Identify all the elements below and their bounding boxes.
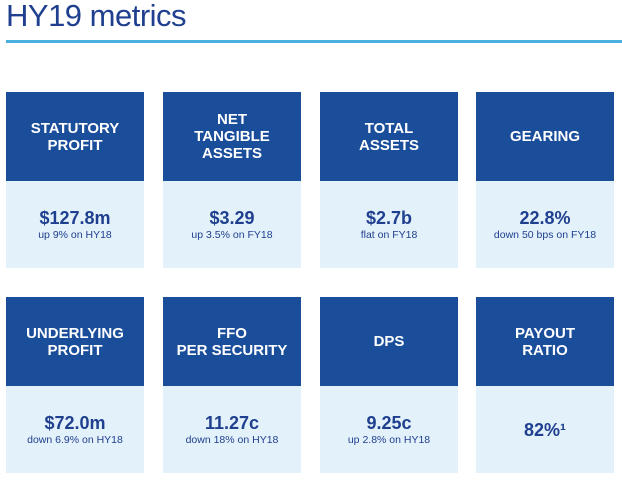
metric-note: down 50 bps on FY18	[493, 228, 597, 241]
metric-value: $3.29	[209, 207, 255, 228]
metric-note: down 6.9% on HY18	[27, 433, 123, 446]
metric-card-payout-ratio: PAYOUT RATIO 82%¹	[476, 297, 614, 473]
metric-label: FFO PER SECURITY	[163, 297, 301, 386]
metric-note: down 18% on HY18	[185, 433, 279, 446]
metric-card-net-tangible-assets: NET TANGIBLE ASSETS $3.29 up 3.5% on FY1…	[163, 92, 301, 268]
metric-card-total-assets: TOTAL ASSETS $2.7b flat on FY18	[320, 92, 458, 268]
metric-body: $72.0m down 6.9% on HY18	[6, 386, 144, 473]
metric-label: GEARING	[476, 92, 614, 181]
metric-card-dps: DPS 9.25c up 2.8% on HY18	[320, 297, 458, 473]
metric-value: 82%¹	[523, 419, 567, 440]
metric-card-underlying-profit: UNDERLYING PROFIT $72.0m down 6.9% on HY…	[6, 297, 144, 473]
metric-label: DPS	[320, 297, 458, 386]
metric-body: $3.29 up 3.5% on FY18	[163, 181, 301, 268]
metric-body: $2.7b flat on FY18	[320, 181, 458, 268]
metric-body: 9.25c up 2.8% on HY18	[320, 386, 458, 473]
metric-value: $127.8m	[39, 207, 111, 228]
page-title: HY19 metrics	[6, 0, 187, 33]
title-divider	[6, 40, 622, 43]
metric-body: 82%¹	[476, 386, 614, 473]
metric-value: $2.7b	[365, 207, 413, 228]
metric-label: UNDERLYING PROFIT	[6, 297, 144, 386]
metric-label: STATUTORY PROFIT	[6, 92, 144, 181]
metric-value: 9.25c	[366, 412, 412, 433]
metric-body: $127.8m up 9% on HY18	[6, 181, 144, 268]
metric-label: PAYOUT RATIO	[476, 297, 614, 386]
metric-note: flat on FY18	[360, 228, 418, 241]
metric-value: 11.27c	[204, 412, 260, 433]
metric-note: up 9% on HY18	[38, 228, 112, 241]
metric-note: up 3.5% on FY18	[191, 228, 273, 241]
metric-label: NET TANGIBLE ASSETS	[163, 92, 301, 181]
metric-note: up 2.8% on HY18	[347, 433, 431, 446]
metric-value: $72.0m	[44, 412, 106, 433]
metric-label: TOTAL ASSETS	[320, 92, 458, 181]
metric-card-statutory-profit: STATUTORY PROFIT $127.8m up 9% on HY18	[6, 92, 144, 268]
metric-body: 11.27c down 18% on HY18	[163, 386, 301, 473]
metric-value: 22.8%	[519, 207, 571, 228]
metric-card-ffo-per-security: FFO PER SECURITY 11.27c down 18% on HY18	[163, 297, 301, 473]
metric-card-gearing: GEARING 22.8% down 50 bps on FY18	[476, 92, 614, 268]
metric-body: 22.8% down 50 bps on FY18	[476, 181, 614, 268]
